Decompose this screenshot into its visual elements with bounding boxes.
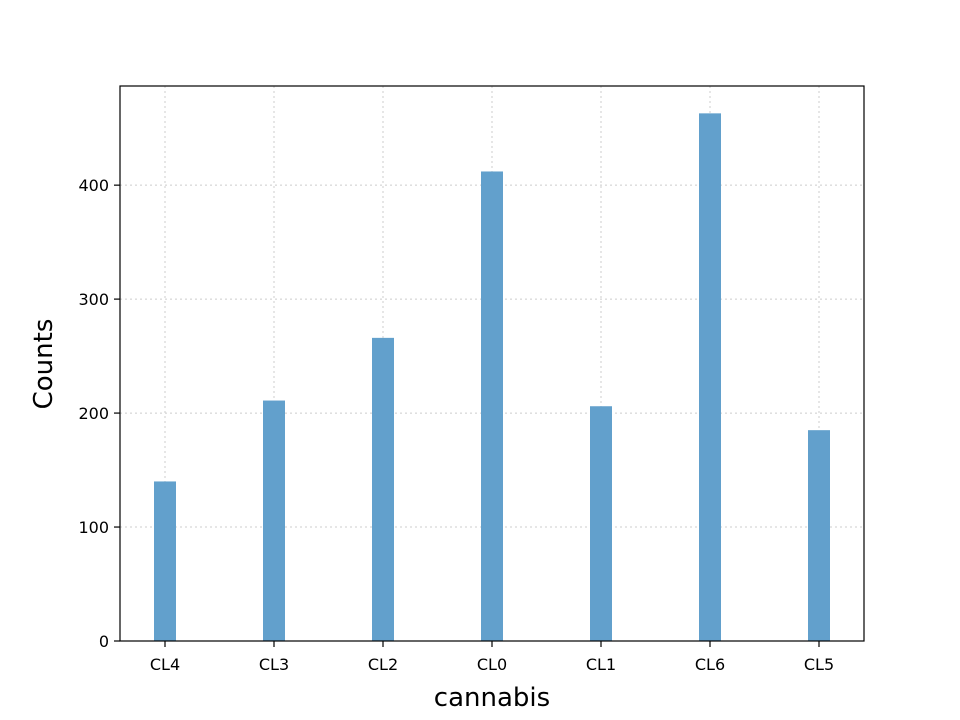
x-axis-ticks: CL4 CL3 CL2 CL0 CL1 CL6 CL5 [150,641,834,674]
bar-cl1 [590,406,612,641]
y-tick-label: 300 [78,290,109,309]
y-axis-label: Counts [29,319,59,410]
bar-cl5 [808,430,830,641]
x-axis-label: cannabis [434,683,550,713]
bars [154,113,830,641]
y-tick-label: 0 [99,632,109,651]
x-tick-label: CL5 [804,655,834,674]
y-tick-label: 400 [78,176,109,195]
x-tick-label: CL4 [150,655,180,674]
y-tick-label: 200 [78,404,109,423]
bar-cl4 [154,481,176,641]
x-tick-label: CL2 [368,655,398,674]
y-tick-label: 100 [78,518,109,537]
y-axis-ticks: 0 100 200 300 400 [78,176,120,651]
bar-cl6 [699,113,721,641]
x-tick-label: CL6 [695,655,725,674]
x-tick-label: CL3 [259,655,289,674]
bar-cl3 [263,400,285,641]
x-tick-label: CL1 [586,655,616,674]
bar-cl2 [372,337,394,641]
bar-cl0 [481,171,503,641]
x-tick-label: CL0 [477,655,507,674]
